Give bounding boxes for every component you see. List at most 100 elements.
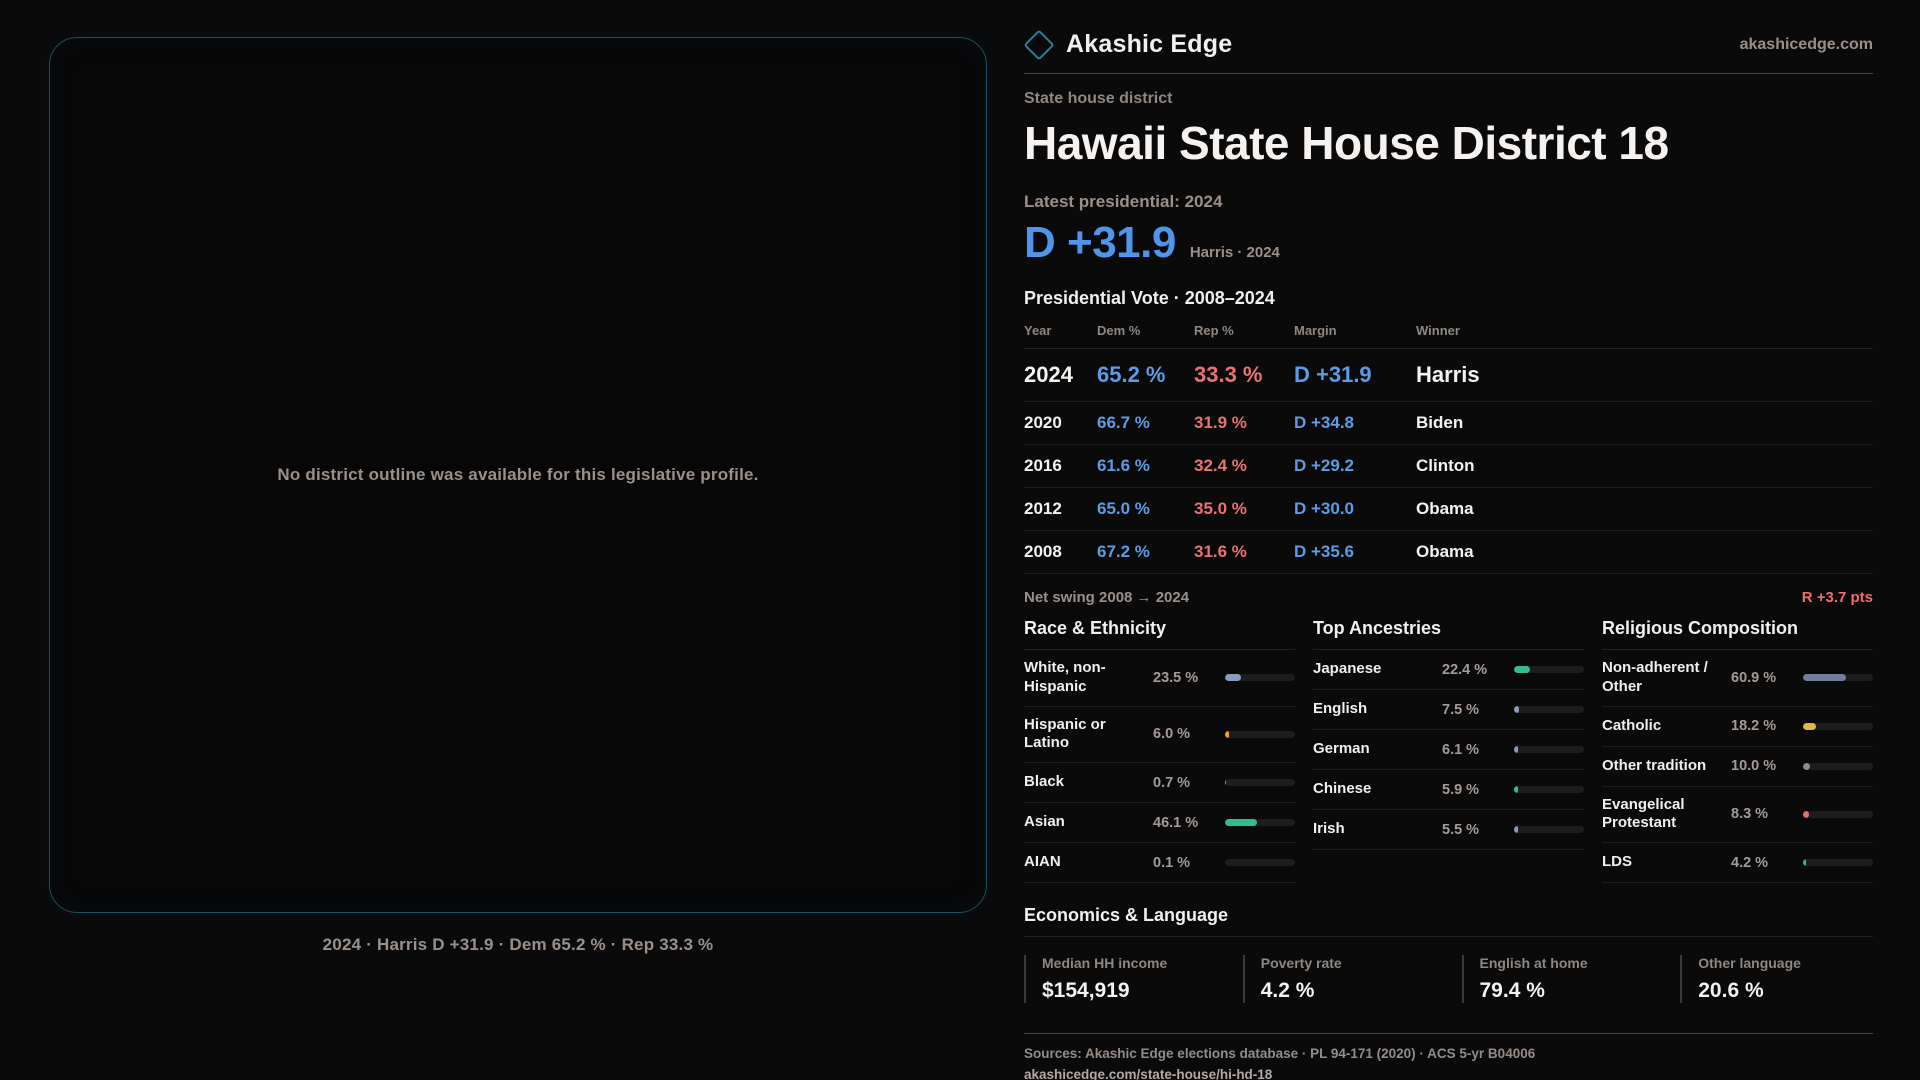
demo-row: Asian 46.1 % bbox=[1024, 803, 1295, 843]
stat-card: English at home 79.4 % bbox=[1461, 955, 1655, 1003]
demo-value: 5.9 % bbox=[1442, 781, 1480, 798]
demo-row: Japanese 22.4 % bbox=[1313, 650, 1584, 690]
footer: Sources: Akashic Edge elections database… bbox=[1024, 1033, 1873, 1080]
net-swing-label: Net swing 2008 → 2024 bbox=[1024, 589, 1190, 606]
demo-row: Chinese 5.9 % bbox=[1313, 770, 1584, 810]
demo-label: Chinese bbox=[1313, 780, 1372, 798]
demo-bar-fill bbox=[1514, 746, 1519, 753]
brand-name: Akashic Edge bbox=[1066, 30, 1233, 58]
vote-row-2012: 2012 65.0 % 35.0 % D +30.0 Obama bbox=[1024, 488, 1873, 531]
demo-row: Catholic 18.2 % bbox=[1602, 707, 1873, 747]
demo-label: LDS bbox=[1602, 853, 1632, 871]
demo-row: LDS 4.2 % bbox=[1602, 843, 1873, 883]
demo-bar-fill bbox=[1225, 674, 1242, 682]
demo-bar bbox=[1225, 674, 1295, 682]
demo-bar bbox=[1225, 859, 1295, 866]
margin-hero: D +31.9 Harris · 2024 bbox=[1024, 218, 1873, 268]
demo-value: 23.5 % bbox=[1153, 669, 1199, 686]
cell-dem-pct: 66.7 % bbox=[1097, 413, 1150, 432]
stat-value: 79.4 % bbox=[1479, 979, 1545, 1002]
demo-bar-fill bbox=[1514, 786, 1519, 793]
demo-bar-fill bbox=[1803, 674, 1846, 682]
cell-margin: D +34.8 bbox=[1294, 413, 1355, 432]
cell-year: 2012 bbox=[1024, 499, 1062, 518]
stat-label: Median HH income bbox=[1042, 955, 1168, 971]
demo-row: Other tradition 10.0 % bbox=[1602, 747, 1873, 787]
net-swing-row: Net swing 2008 → 2024 R +3.7 pts bbox=[1024, 574, 1873, 610]
demo-bar bbox=[1514, 706, 1584, 713]
demo-label: Hispanic or Latino bbox=[1024, 715, 1106, 752]
cell-year: 2020 bbox=[1024, 413, 1062, 432]
demo-bar-fill bbox=[1514, 666, 1530, 673]
cell-rep-pct: 35.0 % bbox=[1194, 499, 1247, 518]
cell-margin: D +29.2 bbox=[1294, 456, 1355, 475]
demo-value: 4.2 % bbox=[1731, 854, 1769, 871]
demo-value: 7.5 % bbox=[1442, 701, 1480, 718]
demo-row: White, non-Hispanic 23.5 % bbox=[1024, 650, 1295, 707]
net-swing-value: R +3.7 pts bbox=[1801, 589, 1873, 606]
cell-winner: Obama bbox=[1416, 499, 1474, 518]
demo-bar bbox=[1225, 819, 1295, 826]
economics-title: Economics & Language bbox=[1024, 905, 1873, 937]
stat-card: Median HH income $154,919 bbox=[1024, 955, 1217, 1003]
demo-bar bbox=[1514, 666, 1584, 673]
demo-row: Non-adherent / Other 60.9 % bbox=[1602, 650, 1873, 707]
district-map-panel: No district outline was available for th… bbox=[49, 37, 987, 913]
vote-table-header: Year Dem % Rep % Margin Winner bbox=[1024, 323, 1873, 349]
demo-value: 0.1 % bbox=[1153, 854, 1191, 871]
cell-rep-pct: 31.9 % bbox=[1194, 413, 1247, 432]
cell-margin: D +30.0 bbox=[1294, 499, 1355, 518]
cell-rep-pct: 31.6 % bbox=[1194, 542, 1247, 561]
brand-domain-link[interactable]: akashicedge.com bbox=[1739, 35, 1873, 53]
demo-value: 18.2 % bbox=[1731, 718, 1777, 734]
header-divider bbox=[1024, 73, 1873, 74]
stat-card: Other language 20.6 % bbox=[1680, 955, 1873, 1003]
demo-label: English bbox=[1313, 700, 1368, 718]
demo-group-0: Race & Ethnicity White, non-Hispanic 23.5 … bbox=[1024, 618, 1295, 883]
vote-table-body: 2024 65.2 % 33.3 % D +31.9 Harris 2020 66.7 % 3… bbox=[1024, 349, 1873, 574]
demo-bar bbox=[1514, 786, 1584, 793]
demo-value: 8.3 % bbox=[1731, 806, 1769, 823]
margin-hero-detail: Harris · 2024 bbox=[1189, 244, 1280, 261]
stat-value: 4.2 % bbox=[1260, 979, 1315, 1002]
cell-rep-pct: 32.4 % bbox=[1194, 456, 1247, 475]
cell-dem-pct: 61.6 % bbox=[1097, 456, 1150, 475]
demo-label: AIAN bbox=[1024, 853, 1061, 871]
demo-bar-fill bbox=[1225, 730, 1230, 738]
page-title: Hawaii State House District 18 bbox=[1024, 117, 1669, 169]
footer-divider bbox=[1024, 1033, 1873, 1034]
cell-winner: Obama bbox=[1416, 542, 1474, 561]
demo-bar-fill bbox=[1514, 826, 1518, 833]
stat-value: $154,919 bbox=[1042, 979, 1130, 1002]
col-margin: Margin bbox=[1294, 323, 1337, 338]
latest-presidential-label: Latest presidential: 2024 bbox=[1024, 192, 1223, 211]
cell-margin: D +35.6 bbox=[1294, 542, 1355, 561]
footer-sources: Sources: Akashic Edge elections database… bbox=[1024, 1046, 1536, 1061]
demo-label: Non-adherent / Other bbox=[1602, 659, 1708, 695]
demo-value: 5.5 % bbox=[1442, 821, 1480, 838]
demo-row: Irish 5.5 % bbox=[1313, 810, 1584, 850]
demo-label: Japanese bbox=[1313, 660, 1382, 678]
demo-bar-fill bbox=[1803, 762, 1810, 770]
demo-bar-fill bbox=[1803, 810, 1809, 818]
vote-row-2016: 2016 61.6 % 32.4 % D +29.2 Clinton bbox=[1024, 445, 1873, 488]
demo-bar bbox=[1225, 730, 1295, 738]
demo-row: Black 0.7 % bbox=[1024, 763, 1295, 803]
demo-label: Black bbox=[1024, 773, 1065, 791]
stat-card: Poverty rate 4.2 % bbox=[1242, 955, 1436, 1003]
col-year: Year bbox=[1024, 323, 1052, 338]
cell-year: 2016 bbox=[1024, 456, 1062, 475]
margin-hero-value: D +31.9 bbox=[1024, 218, 1176, 267]
demographics-grid: Race & Ethnicity White, non-Hispanic 23.5 … bbox=[1024, 618, 1873, 883]
map-section: No district outline was available for th… bbox=[49, 37, 987, 954]
cell-winner: Clinton bbox=[1416, 456, 1475, 475]
cell-winner: Harris bbox=[1416, 362, 1480, 387]
map-placeholder-text: No district outline was available for th… bbox=[277, 465, 759, 484]
vote-row-2024: 2024 65.2 % 33.3 % D +31.9 Harris bbox=[1024, 349, 1873, 402]
demo-bar bbox=[1803, 722, 1873, 730]
demo-group-2: Religious Composition Non-adherent / Othe… bbox=[1602, 618, 1873, 883]
stat-label: Other language bbox=[1698, 955, 1801, 971]
demo-row: German 6.1 % bbox=[1313, 730, 1584, 770]
footer-permalink[interactable]: akashicedge.com/state-house/hi-hd-18 bbox=[1024, 1067, 1273, 1080]
col-dem: Dem % bbox=[1097, 323, 1141, 338]
